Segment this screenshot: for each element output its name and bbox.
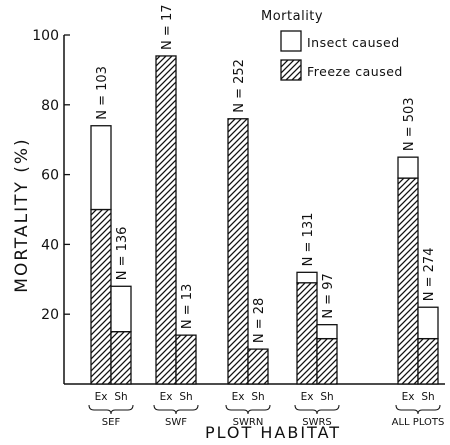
legend-label-insect: Insect caused — [307, 35, 400, 50]
bar-category-label: Sh — [114, 391, 127, 403]
bar-insect-all-plots-ex — [397, 156, 419, 179]
bar-category-label: Ex — [402, 391, 415, 403]
n-label: N = 503 — [402, 97, 417, 151]
bar-category-label: Sh — [421, 391, 434, 403]
bar-category-label: Sh — [179, 391, 192, 403]
bar-category-label: Sh — [320, 391, 333, 403]
group-brace — [88, 404, 134, 415]
group-brace — [153, 404, 199, 415]
group-label: SWRS — [302, 417, 332, 428]
y-axis-title: MORTALITY (%) — [12, 137, 32, 292]
bar-freeze-swrs-ex — [296, 282, 318, 385]
legend-title: Mortality — [261, 9, 323, 24]
bar-category-label: Ex — [160, 391, 173, 403]
n-label: N = 28 — [252, 298, 267, 343]
legend: Mortality Insect caused Freeze caused — [261, 9, 403, 81]
group-brace — [395, 404, 441, 415]
bar-freeze-swrs-sh — [316, 337, 338, 385]
bar-category-label: Ex — [95, 391, 108, 403]
n-label: N = 274 — [422, 248, 437, 302]
legend-label-freeze: Freeze caused — [307, 64, 403, 79]
y-tick-label: 100 — [32, 28, 59, 44]
n-label: N = 131 — [301, 213, 316, 267]
bar-insect-all-plots-sh — [417, 306, 439, 340]
bar-freeze-sef-sh — [110, 330, 132, 385]
bars-layer — [90, 55, 439, 385]
n-label: N = 252 — [232, 59, 247, 113]
bar-freeze-all-plots-sh — [417, 337, 439, 385]
n-label: N = 13 — [180, 284, 195, 329]
bar-category-label: Ex — [232, 391, 245, 403]
bar-insect-sef-sh — [110, 285, 132, 333]
n-label: N = 17 — [160, 5, 175, 50]
y-tick-label: 40 — [41, 237, 59, 253]
bar-insect-sef-ex — [90, 125, 112, 211]
group-label: SWRN — [233, 417, 264, 428]
group-label: SEF — [102, 417, 121, 428]
legend-swatch-insect — [280, 30, 302, 52]
labels-layer: N = 103 Ex N = 136 Sh SEF N = 17 Ex N = 13 Sh SWF… — [88, 5, 445, 428]
group-brace — [294, 404, 340, 415]
n-label: N = 136 — [115, 227, 130, 281]
bar-freeze-sef-ex — [90, 208, 112, 385]
bar-category-label: Sh — [251, 391, 264, 403]
n-label: N = 97 — [321, 273, 336, 318]
bar-insect-swrs-ex — [296, 271, 318, 284]
x-axis-title: PLOT HABITAT — [205, 423, 341, 442]
group-label: ALL PLOTS — [392, 417, 445, 428]
group-label: SWF — [165, 417, 187, 428]
bar-freeze-swrn-ex — [227, 118, 249, 385]
y-tick-label: 80 — [41, 98, 59, 114]
bar-freeze-swrn-sh — [247, 348, 269, 385]
y-tick-label: 60 — [41, 168, 59, 184]
bar-category-label: Ex — [301, 391, 314, 403]
bar-freeze-all-plots-ex — [397, 177, 419, 385]
legend-swatch-freeze — [280, 59, 302, 81]
group-brace — [225, 404, 271, 415]
y-tick-label: 20 — [41, 307, 59, 323]
bar-freeze-swf-sh — [175, 334, 197, 385]
n-label: N = 103 — [95, 66, 110, 120]
bar-insect-swrs-sh — [316, 324, 338, 340]
bar-freeze-swf-ex — [155, 55, 177, 385]
